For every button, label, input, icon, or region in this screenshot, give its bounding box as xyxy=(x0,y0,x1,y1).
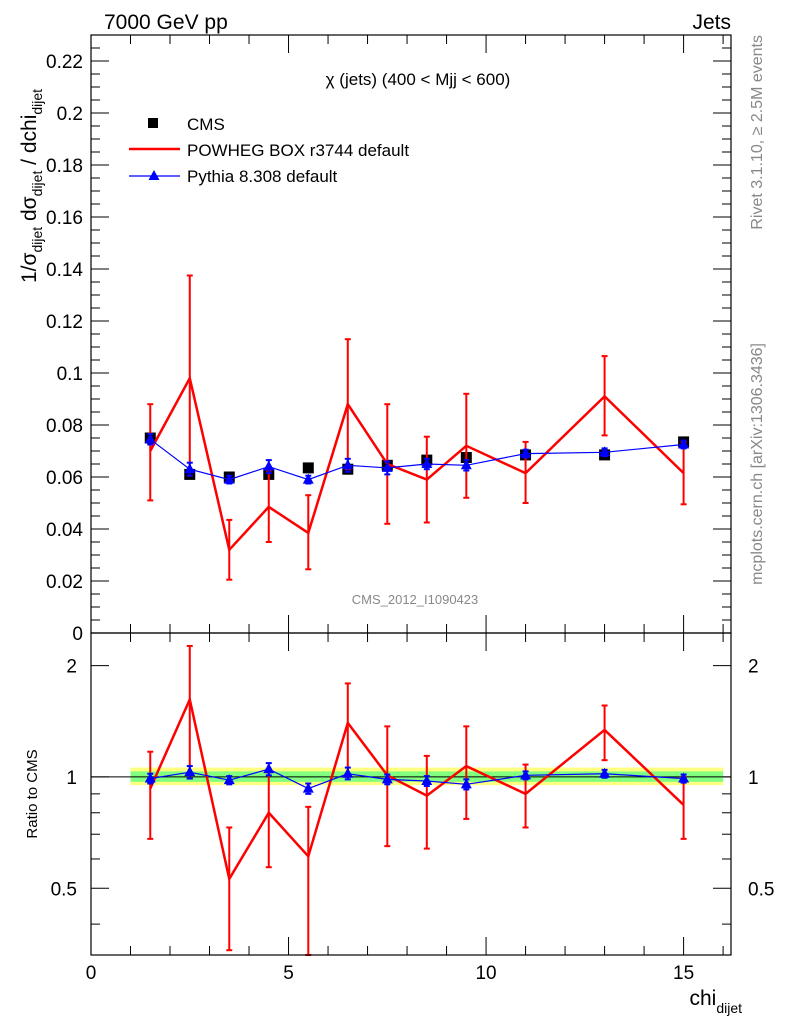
main-y-tick-label: 0.16 xyxy=(46,208,83,229)
main-y-ticks: 0 0.02 0.04 0.06 0.08 0.1 0.12 0.14 0.16 0.18 0.2 0… xyxy=(46,47,731,645)
ratio-y-tick-label-right: 2 xyxy=(748,657,759,678)
main-panel: 0 0.02 0.04 0.06 0.08 0.1 0.12 0.14 0.16 0.18 0.2 0… xyxy=(18,34,732,645)
pythia-marker xyxy=(678,438,690,449)
main-y-tick-label: 0 xyxy=(72,624,83,645)
powheg-line xyxy=(149,374,685,553)
pythia-marker xyxy=(342,459,354,470)
cms-data-point xyxy=(302,462,314,474)
ratio-pythia-marker xyxy=(184,766,196,777)
pythia-marker xyxy=(302,473,314,484)
x-tick-label: 15 xyxy=(673,963,694,984)
x-axis-label: chidijet xyxy=(689,987,742,1016)
legend-marker-pythia xyxy=(148,170,160,180)
ratio-pythia-marker xyxy=(381,773,393,784)
header-right: Jets xyxy=(692,11,731,34)
x-axis-ticks: 0 5 10 15 xyxy=(86,35,724,984)
ratio-panel: 0.5 0.5 1 1 2 2 Ratio to CMS 0 5 10 15 chidijet xyxy=(24,35,774,1016)
ratio-pythia-marker xyxy=(678,772,690,783)
ratio-pythia-marker xyxy=(520,769,532,780)
legend: CMS POWHEG BOX r3744 default Pythia 8.30… xyxy=(129,115,409,186)
main-y-tick-label: 0.14 xyxy=(46,260,83,281)
ratio-powheg-line xyxy=(149,695,685,883)
pythia-marker xyxy=(184,463,196,474)
main-plot-area xyxy=(144,274,690,581)
main-y-tick-label: 0.04 xyxy=(46,520,83,541)
pythia-marker xyxy=(381,461,393,472)
ratio-plot-area xyxy=(91,644,731,956)
pythia-marker xyxy=(421,458,433,468)
main-y-axis-label: 1/σdijet dσdijet / dchidijet xyxy=(18,89,45,283)
ratio-y-ticks: 0.5 0.5 1 1 2 2 xyxy=(51,657,774,925)
pythia-marker xyxy=(520,447,532,458)
ratio-y-tick-label: 1 xyxy=(66,768,77,789)
pythia-line xyxy=(149,438,684,481)
side-label-mcplots: mcplots.cern.ch [arXiv:1306.3436] xyxy=(749,343,766,585)
pythia-marker xyxy=(460,459,472,470)
legend-label-powheg: POWHEG BOX r3744 default xyxy=(187,141,409,160)
ratio-pythia-marker xyxy=(599,767,611,778)
legend-marker-cms xyxy=(148,118,158,128)
ratio-pythia-marker xyxy=(144,772,156,783)
x-tick-label: 5 xyxy=(283,963,294,984)
pythia-marker xyxy=(599,446,611,457)
main-y-tick-label: 0.18 xyxy=(46,156,83,177)
ratio-pythia-marker xyxy=(263,763,275,774)
ratio-pythia-marker xyxy=(302,782,314,793)
main-y-tick-label: 0.1 xyxy=(57,364,83,385)
ratio-pythia-marker xyxy=(342,767,354,778)
side-label-rivet: Rivet 3.1.10, ≥ 2.5M events xyxy=(749,35,766,230)
ratio-y-tick-label-right: 1 xyxy=(748,768,759,789)
ratio-pythia-marker xyxy=(460,778,472,789)
main-y-tick-label: 0.22 xyxy=(46,52,83,73)
ratio-pythia-line xyxy=(150,768,684,790)
main-y-tick-label: 0.08 xyxy=(46,416,83,437)
chart-title: χ (jets) (400 < Mjj < 600) xyxy=(326,70,511,89)
header-left: 7000 GeV pp xyxy=(104,11,228,34)
ratio-pythia-marker xyxy=(223,774,235,785)
ratio-frame xyxy=(90,632,732,956)
main-y-tick-label: 0.2 xyxy=(57,104,83,125)
pythia-marker xyxy=(223,473,235,484)
x-tick-label: 10 xyxy=(475,963,496,984)
ratio-y-axis-label: Ratio to CMS xyxy=(24,749,41,838)
ratio-pythia-marker xyxy=(421,774,433,785)
pythia-marker xyxy=(144,433,156,444)
ratio-y-tick-label: 2 xyxy=(66,657,77,678)
pythia-marker xyxy=(263,460,275,471)
legend-label-cms: CMS xyxy=(187,115,225,134)
legend-label-pythia: Pythia 8.308 default xyxy=(187,167,338,186)
main-y-tick-label: 0.02 xyxy=(46,572,83,593)
analysis-watermark: CMS_2012_I1090423 xyxy=(352,592,479,607)
main-y-tick-label: 0.06 xyxy=(46,468,83,489)
x-tick-label: 0 xyxy=(86,963,97,984)
ratio-y-tick-label-right: 0.5 xyxy=(748,879,774,900)
main-y-tick-label: 0.12 xyxy=(46,312,83,333)
ratio-y-tick-label: 0.5 xyxy=(51,879,77,900)
